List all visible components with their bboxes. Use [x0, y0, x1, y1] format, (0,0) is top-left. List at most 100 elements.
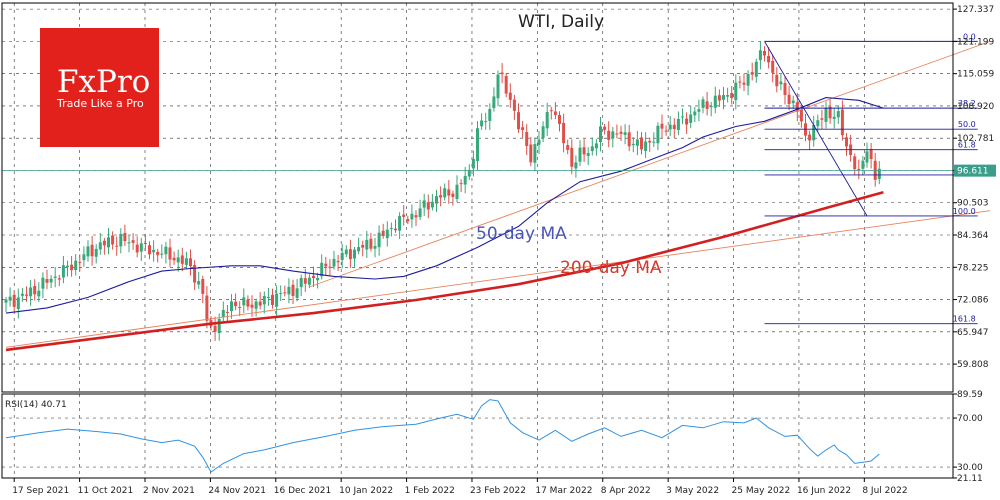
candle-body	[385, 229, 389, 239]
candle-body	[287, 286, 291, 295]
candle-body	[33, 286, 37, 295]
candle	[361, 240, 365, 257]
candle	[160, 244, 164, 259]
candle	[4, 296, 8, 313]
candle-body	[705, 101, 709, 109]
candle-body	[779, 81, 783, 85]
time-tick-label: 8 Jul 2022	[862, 486, 907, 496]
candle-body	[131, 240, 135, 243]
candle	[603, 124, 607, 135]
candle-body	[763, 51, 766, 56]
candle	[258, 292, 262, 310]
candle	[754, 58, 758, 83]
candle-body	[164, 246, 168, 255]
rsi-tick-label: 89.59	[957, 390, 983, 400]
candle	[525, 124, 529, 156]
fib-level-label: 50.0	[958, 120, 976, 129]
time-tick-label: 17 Mar 2022	[535, 486, 592, 496]
candle-body	[365, 239, 369, 250]
candle-body	[353, 249, 356, 259]
candle-body	[611, 131, 615, 139]
candle-body	[381, 230, 385, 236]
candle-body	[615, 133, 619, 135]
candle	[61, 255, 65, 284]
candle	[33, 279, 37, 301]
candle-body	[238, 307, 242, 309]
candle-body	[775, 74, 779, 87]
candle	[422, 193, 426, 216]
candle	[750, 62, 754, 81]
time-tick-label: 8 Apr 2022	[601, 486, 651, 496]
candle	[53, 267, 57, 288]
candle	[98, 232, 102, 255]
candle	[29, 280, 33, 306]
candle	[389, 222, 393, 237]
candle	[139, 237, 143, 261]
candle	[291, 279, 295, 305]
annotation-50-day-ma: 50-day MA	[476, 224, 567, 244]
time-tick-label: 23 Feb 2022	[470, 486, 526, 496]
candle	[873, 152, 877, 187]
trendline	[309, 40, 991, 288]
trendline	[5, 210, 991, 348]
candle-body	[599, 126, 602, 143]
rsi-label: RSI(14) 40.71	[5, 400, 67, 410]
candle	[262, 291, 266, 314]
candle-body	[271, 294, 274, 305]
candle	[74, 254, 78, 276]
candle	[582, 139, 586, 162]
candle	[771, 54, 775, 83]
trendline	[764, 41, 868, 217]
candle	[832, 108, 836, 129]
candle-body	[312, 275, 315, 279]
candle-body	[857, 168, 861, 170]
candle-body	[467, 169, 471, 177]
candle-body	[303, 278, 307, 284]
fxpro-logo: FxPro Trade Like a Pro	[40, 28, 159, 147]
candle	[16, 288, 20, 319]
candle	[529, 136, 533, 167]
candle-body	[426, 202, 430, 210]
time-tick-label: 24 Nov 2021	[208, 486, 266, 496]
candle	[627, 124, 631, 152]
fib-level-label: 38.2	[958, 99, 976, 108]
candle-body	[111, 235, 115, 245]
candle-body	[29, 287, 33, 297]
candle	[504, 72, 508, 98]
candle	[307, 274, 311, 289]
candle	[681, 108, 684, 124]
candle	[644, 132, 648, 159]
price-tick-label: 65.947	[957, 328, 989, 338]
candle-body	[586, 153, 590, 156]
candle	[775, 67, 779, 93]
candle-body	[566, 145, 570, 150]
annotation-200-day-ma: 200-day MA	[560, 258, 662, 278]
candle	[722, 86, 725, 110]
candle-body	[574, 162, 578, 169]
candle-body	[377, 232, 381, 248]
candle-body	[45, 278, 49, 283]
candle-body	[180, 255, 184, 264]
candle	[320, 254, 324, 280]
candle-body	[295, 288, 299, 298]
candle	[340, 243, 344, 269]
candle-body	[738, 81, 742, 83]
candle	[394, 219, 397, 233]
time-tick-label: 17 Sep 2021	[12, 486, 69, 496]
candle-body	[16, 297, 20, 309]
fib-level-label: 0.0	[963, 32, 976, 41]
candle-body	[369, 238, 373, 249]
candle	[82, 246, 86, 267]
rsi-panel-frame	[1, 393, 954, 479]
fib-level-label: 161.8	[953, 315, 976, 324]
candle	[348, 239, 352, 268]
candle-body	[640, 137, 643, 150]
candle	[492, 87, 496, 112]
candle	[763, 46, 766, 62]
candle	[508, 83, 512, 108]
price-tick-label: 121.199	[957, 37, 994, 47]
candle	[578, 140, 582, 167]
candle	[316, 272, 320, 289]
candle-body	[455, 184, 459, 200]
candle-body	[398, 215, 402, 231]
